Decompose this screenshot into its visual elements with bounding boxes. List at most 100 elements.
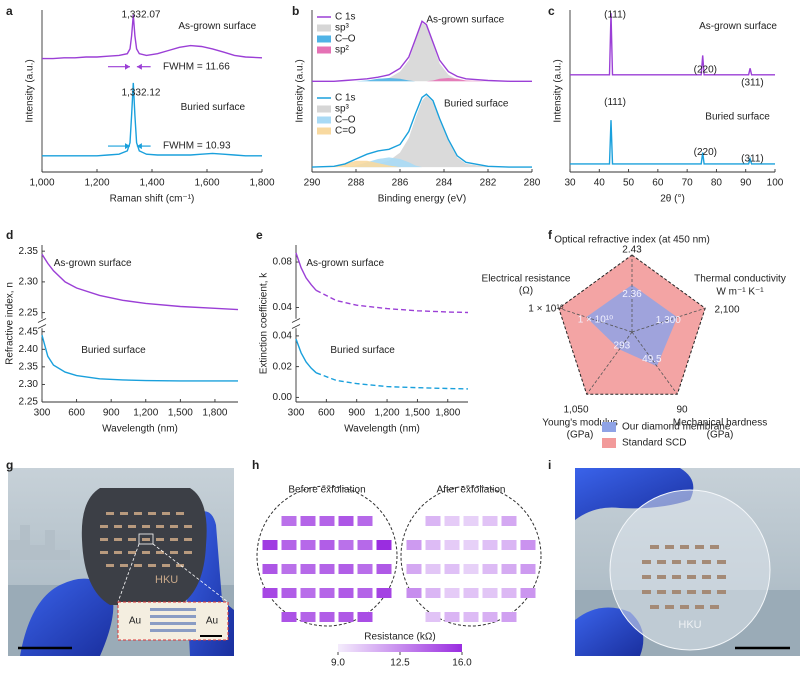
annotation: As-grown surface xyxy=(54,258,132,269)
y-tick-label: 0.04 xyxy=(273,302,293,313)
radar-value-label: 2.43 xyxy=(622,245,642,256)
x-tick-label: 600 xyxy=(318,408,335,419)
resistance-cell xyxy=(463,612,479,622)
panel-letter: c xyxy=(548,4,555,18)
map-title: After exfoliation xyxy=(437,485,506,496)
resistance-cell xyxy=(463,588,479,598)
legend-swatch xyxy=(602,422,616,432)
data-line xyxy=(42,14,263,60)
radar-axis-label: (GPa) xyxy=(707,430,734,441)
x-tick-label: 1,800 xyxy=(435,408,460,419)
radar-axis-label: (GPa) xyxy=(567,430,594,441)
x-tick-label: 1,200 xyxy=(133,408,158,419)
resistance-cell xyxy=(482,612,498,622)
x-tick-label: 300 xyxy=(288,408,305,419)
resistance-cell xyxy=(281,564,297,574)
panel-letter: h xyxy=(252,458,259,472)
x-tick-label: 100 xyxy=(767,178,784,189)
x-tick-label: 80 xyxy=(711,178,723,189)
colorbar-label: Resistance (kΩ) xyxy=(364,632,435,643)
resistance-cell xyxy=(319,588,335,598)
electrode-comb xyxy=(150,608,196,632)
component-area xyxy=(312,95,532,168)
radar-axis-label: Young's modulus xyxy=(542,418,617,429)
x-tick-label: 90 xyxy=(740,178,752,189)
x-tick-label: 1,400 xyxy=(139,178,164,189)
x-tick-label: 286 xyxy=(392,178,409,189)
axis-break xyxy=(291,324,301,329)
data-line xyxy=(315,372,469,390)
annotation: 1,332.12 xyxy=(122,87,161,98)
legend-label: Standard SCD xyxy=(622,438,686,449)
resistance-cell xyxy=(444,540,460,550)
x-tick-label: 290 xyxy=(304,178,321,189)
x-tick-label: 50 xyxy=(623,178,635,189)
x-tick-label: 1,000 xyxy=(29,178,54,189)
x-axis-label: Wavelength (nm) xyxy=(102,424,178,435)
glove xyxy=(575,468,694,520)
device-array xyxy=(642,545,726,609)
resistance-cell xyxy=(463,564,479,574)
y-axis-label: Intensity (a.u.) xyxy=(295,59,306,122)
annotation: As-grown surface xyxy=(699,21,777,32)
annotation: As-grown surface xyxy=(426,14,504,25)
resistance-cell xyxy=(357,564,373,574)
resistance-cell xyxy=(376,588,392,598)
resistance-cell xyxy=(463,516,479,526)
annotation: Buried surface xyxy=(705,112,770,123)
resistance-cell xyxy=(425,540,441,550)
x-tick-label: 288 xyxy=(348,178,365,189)
x-tick-label: 60 xyxy=(652,178,664,189)
resistance-cell xyxy=(300,516,316,526)
x-tick-label: 30 xyxy=(564,178,576,189)
resistance-cell xyxy=(338,564,354,574)
resistance-cell xyxy=(357,612,373,622)
resistance-cell xyxy=(281,588,297,598)
radar-spoke xyxy=(558,307,633,333)
wafer-label: HKU xyxy=(678,619,701,631)
axis-break xyxy=(291,318,301,323)
y-axis-label: Extinction coefficient, k xyxy=(259,272,270,375)
arrow-head xyxy=(136,63,142,70)
y-tick-label: 2.30 xyxy=(19,277,39,288)
resistance-cell xyxy=(501,564,517,574)
x-tick-label: 1,800 xyxy=(249,178,274,189)
legend-swatch xyxy=(317,24,331,32)
annotation: (311) xyxy=(741,78,764,89)
x-tick-label: 1,200 xyxy=(375,408,400,419)
resistance-cell xyxy=(281,540,297,550)
resistance-cell xyxy=(357,588,373,598)
legend-label: C 1s xyxy=(335,12,356,23)
legend-label: C=O xyxy=(335,126,356,137)
resistance-cell xyxy=(338,612,354,622)
resistance-cell xyxy=(444,516,460,526)
resistance-cell xyxy=(281,516,297,526)
resistance-cell xyxy=(444,612,460,622)
resistance-cell xyxy=(357,516,373,526)
legend-label: sp³ xyxy=(335,23,350,34)
resistance-cell xyxy=(262,564,278,574)
legend-label: sp² xyxy=(335,45,350,56)
panel-letter: b xyxy=(292,4,299,18)
glove xyxy=(20,578,114,656)
resistance-cell xyxy=(501,540,517,550)
legend-label: sp³ xyxy=(335,104,350,115)
resistance-cell xyxy=(262,588,278,598)
resistance-cell xyxy=(463,540,479,550)
component-area xyxy=(312,160,532,168)
radar-axis-label: (Ω) xyxy=(519,286,533,297)
radar-axis-label: W m⁻¹ K⁻¹ xyxy=(716,287,764,298)
colorbar-tick-label: 9.0 xyxy=(331,658,345,669)
resistance-cell xyxy=(425,516,441,526)
x-tick-label: 300 xyxy=(34,408,51,419)
resistance-cell xyxy=(444,588,460,598)
y-axis-label: Refractive index, n xyxy=(5,282,16,365)
wafer-outline xyxy=(256,485,398,627)
annotation: Buried surface xyxy=(81,345,146,356)
data-line xyxy=(311,93,532,168)
radar-axis-label: Thermal conductivity xyxy=(694,274,786,285)
legend-label: Our diamond membrane xyxy=(622,422,731,433)
radar-value-label: 1 × 10¹⁶ xyxy=(528,304,564,315)
resistance-cell xyxy=(319,612,335,622)
